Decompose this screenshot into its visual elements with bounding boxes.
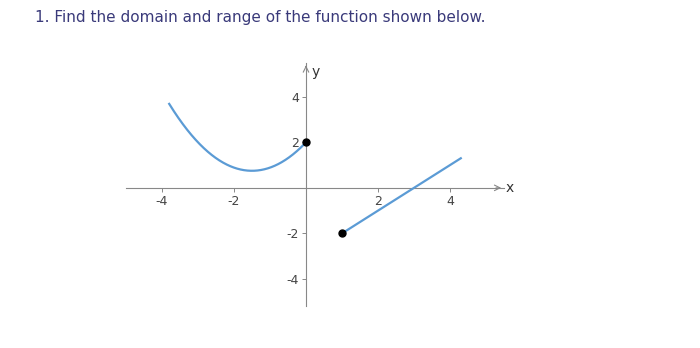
- Text: x: x: [506, 181, 514, 195]
- Text: y: y: [312, 65, 320, 79]
- Text: 1. Find the domain and range of the function shown below.: 1. Find the domain and range of the func…: [35, 10, 486, 25]
